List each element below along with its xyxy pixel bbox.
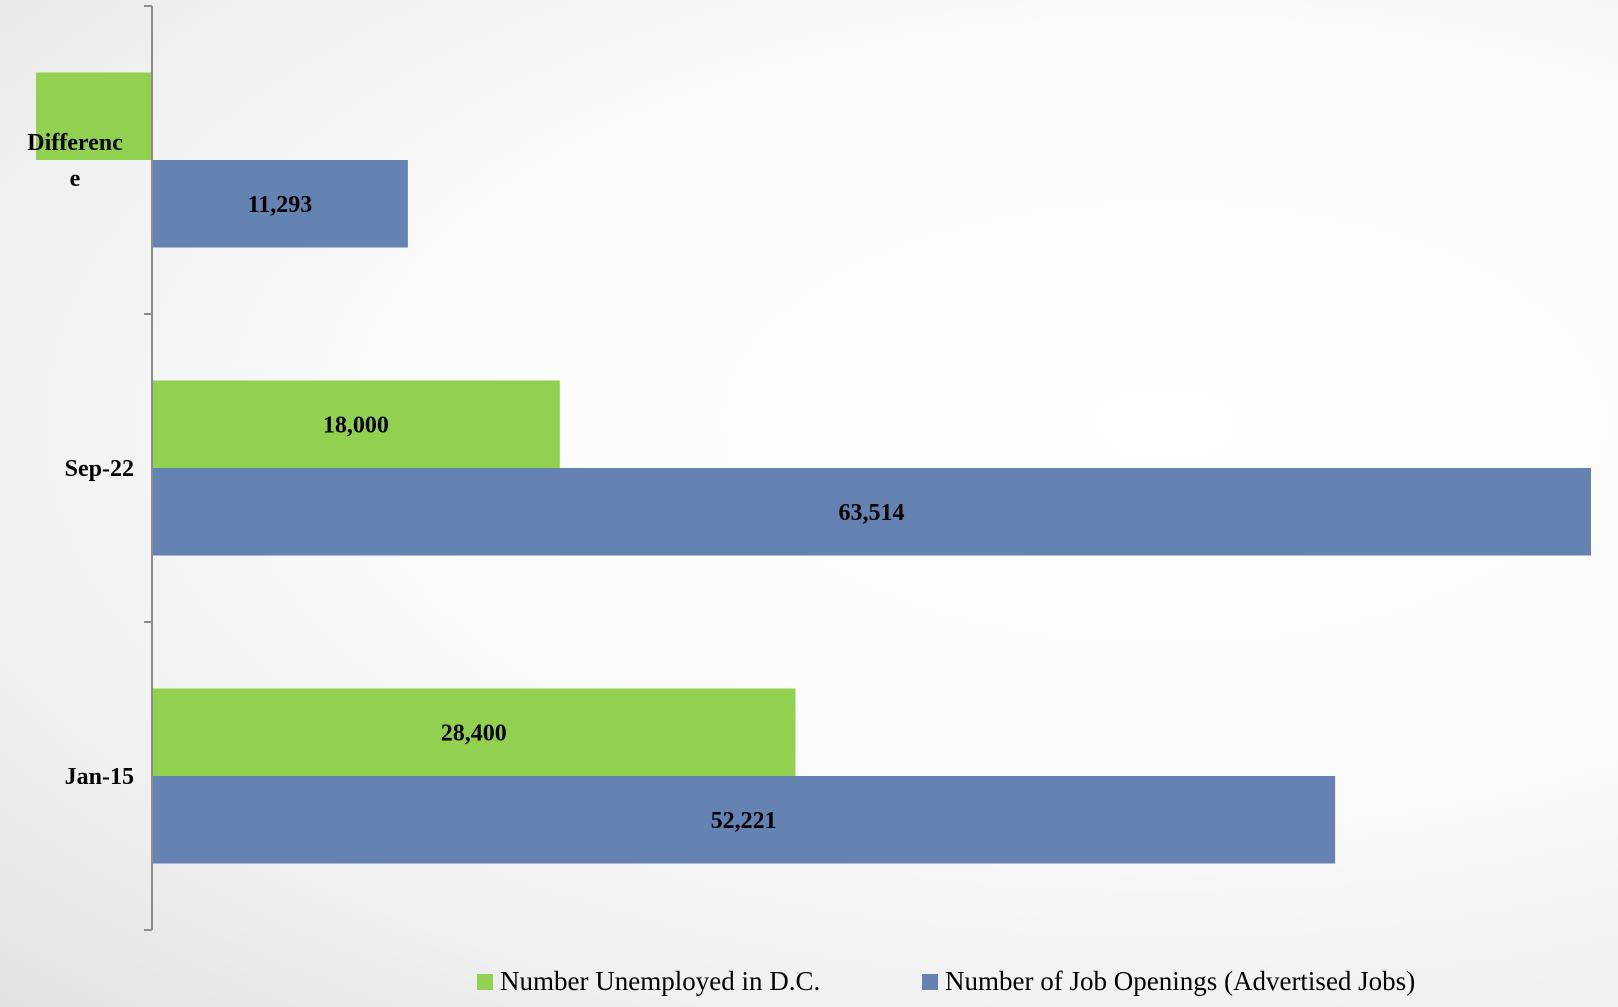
- data-label-1-2: 11,293: [248, 192, 313, 218]
- bar-0-1: [152, 380, 560, 468]
- legend-label-0: Number Unemployed in D.C.: [500, 966, 820, 996]
- bar-0-0: [152, 688, 796, 776]
- bar-1-0: [152, 776, 1336, 864]
- legend-swatch-0: [477, 974, 493, 990]
- bars-layer: [36, 72, 1591, 864]
- bar-1-2: [152, 160, 408, 248]
- data-label-1-1: 63,514: [839, 500, 905, 526]
- category-label-2-line-0: Differenc: [27, 130, 123, 156]
- data-label-0-0: 28,400: [441, 720, 507, 746]
- bar-0-2-placeholder: [36, 72, 152, 160]
- legend-label-1: Number of Job Openings (Advertised Jobs): [945, 966, 1415, 996]
- legend: Number Unemployed in D.C. Number of Job O…: [477, 966, 1415, 996]
- bar-1-1: [152, 468, 1591, 556]
- category-axis: Jan-15 Sep-22 Differenc e: [27, 5, 153, 931]
- legend-swatch-1: [922, 974, 938, 990]
- data-label-1-0: 52,221: [711, 808, 777, 834]
- data-label-0-1: 18,000: [323, 412, 389, 438]
- category-label-0: Jan-15: [65, 764, 134, 790]
- category-label-1: Sep-22: [65, 456, 134, 482]
- data-labels-layer: 28,400 52,221 18,000 63,514 11,293: [248, 192, 905, 834]
- category-label-2-line-1: e: [70, 166, 81, 192]
